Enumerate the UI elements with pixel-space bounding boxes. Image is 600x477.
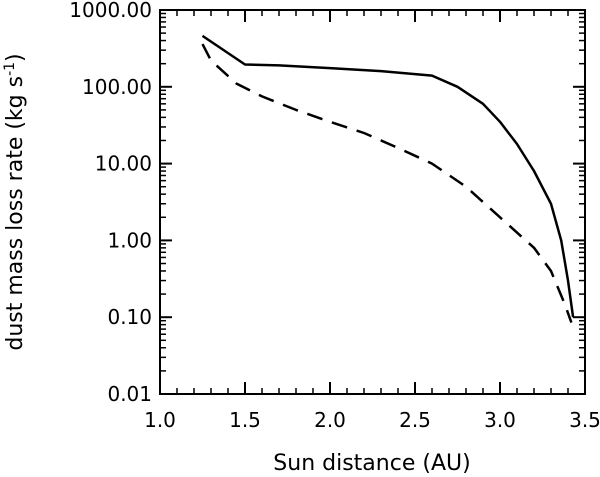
- y-tick-label: 1000.00: [69, 0, 152, 22]
- plot-frame: [159, 9, 586, 395]
- x-tick-label: 2.5: [399, 408, 431, 432]
- x-axis-ticks: 1.0 1.5 2.0 2.5 3.0 3.5: [144, 10, 600, 432]
- series-group: [201, 34, 575, 324]
- y-axis-title-main: dust mass loss rate (kg s: [3, 76, 28, 351]
- x-tick-label: 3.0: [484, 408, 516, 432]
- y-axis-title-sup: -1: [2, 62, 18, 76]
- y-tick-label: 0.10: [107, 305, 152, 329]
- y-tick-label: 10.00: [95, 152, 152, 176]
- y-tick-label: 100.00: [82, 75, 152, 99]
- x-tick-label: 1.5: [229, 408, 261, 432]
- x-tick-label: 2.0: [314, 408, 346, 432]
- y-axis-title: dust mass loss rate (kg s-1): [2, 53, 28, 350]
- y-tick-label: 1.00: [107, 228, 152, 252]
- x-tick-label: 1.0: [144, 408, 176, 432]
- x-axis-title: Sun distance (AU): [273, 451, 470, 476]
- y-axis-ticks: 0.01 0.10 1.00 10.00 100.00 1000.00: [69, 0, 585, 406]
- y-axis-title-close: ): [3, 53, 28, 62]
- series-line-solid: [201, 34, 575, 318]
- series-line-dashed: [201, 43, 573, 324]
- x-tick-label: 3.5: [569, 408, 600, 432]
- y-tick-label: 0.01: [107, 382, 152, 406]
